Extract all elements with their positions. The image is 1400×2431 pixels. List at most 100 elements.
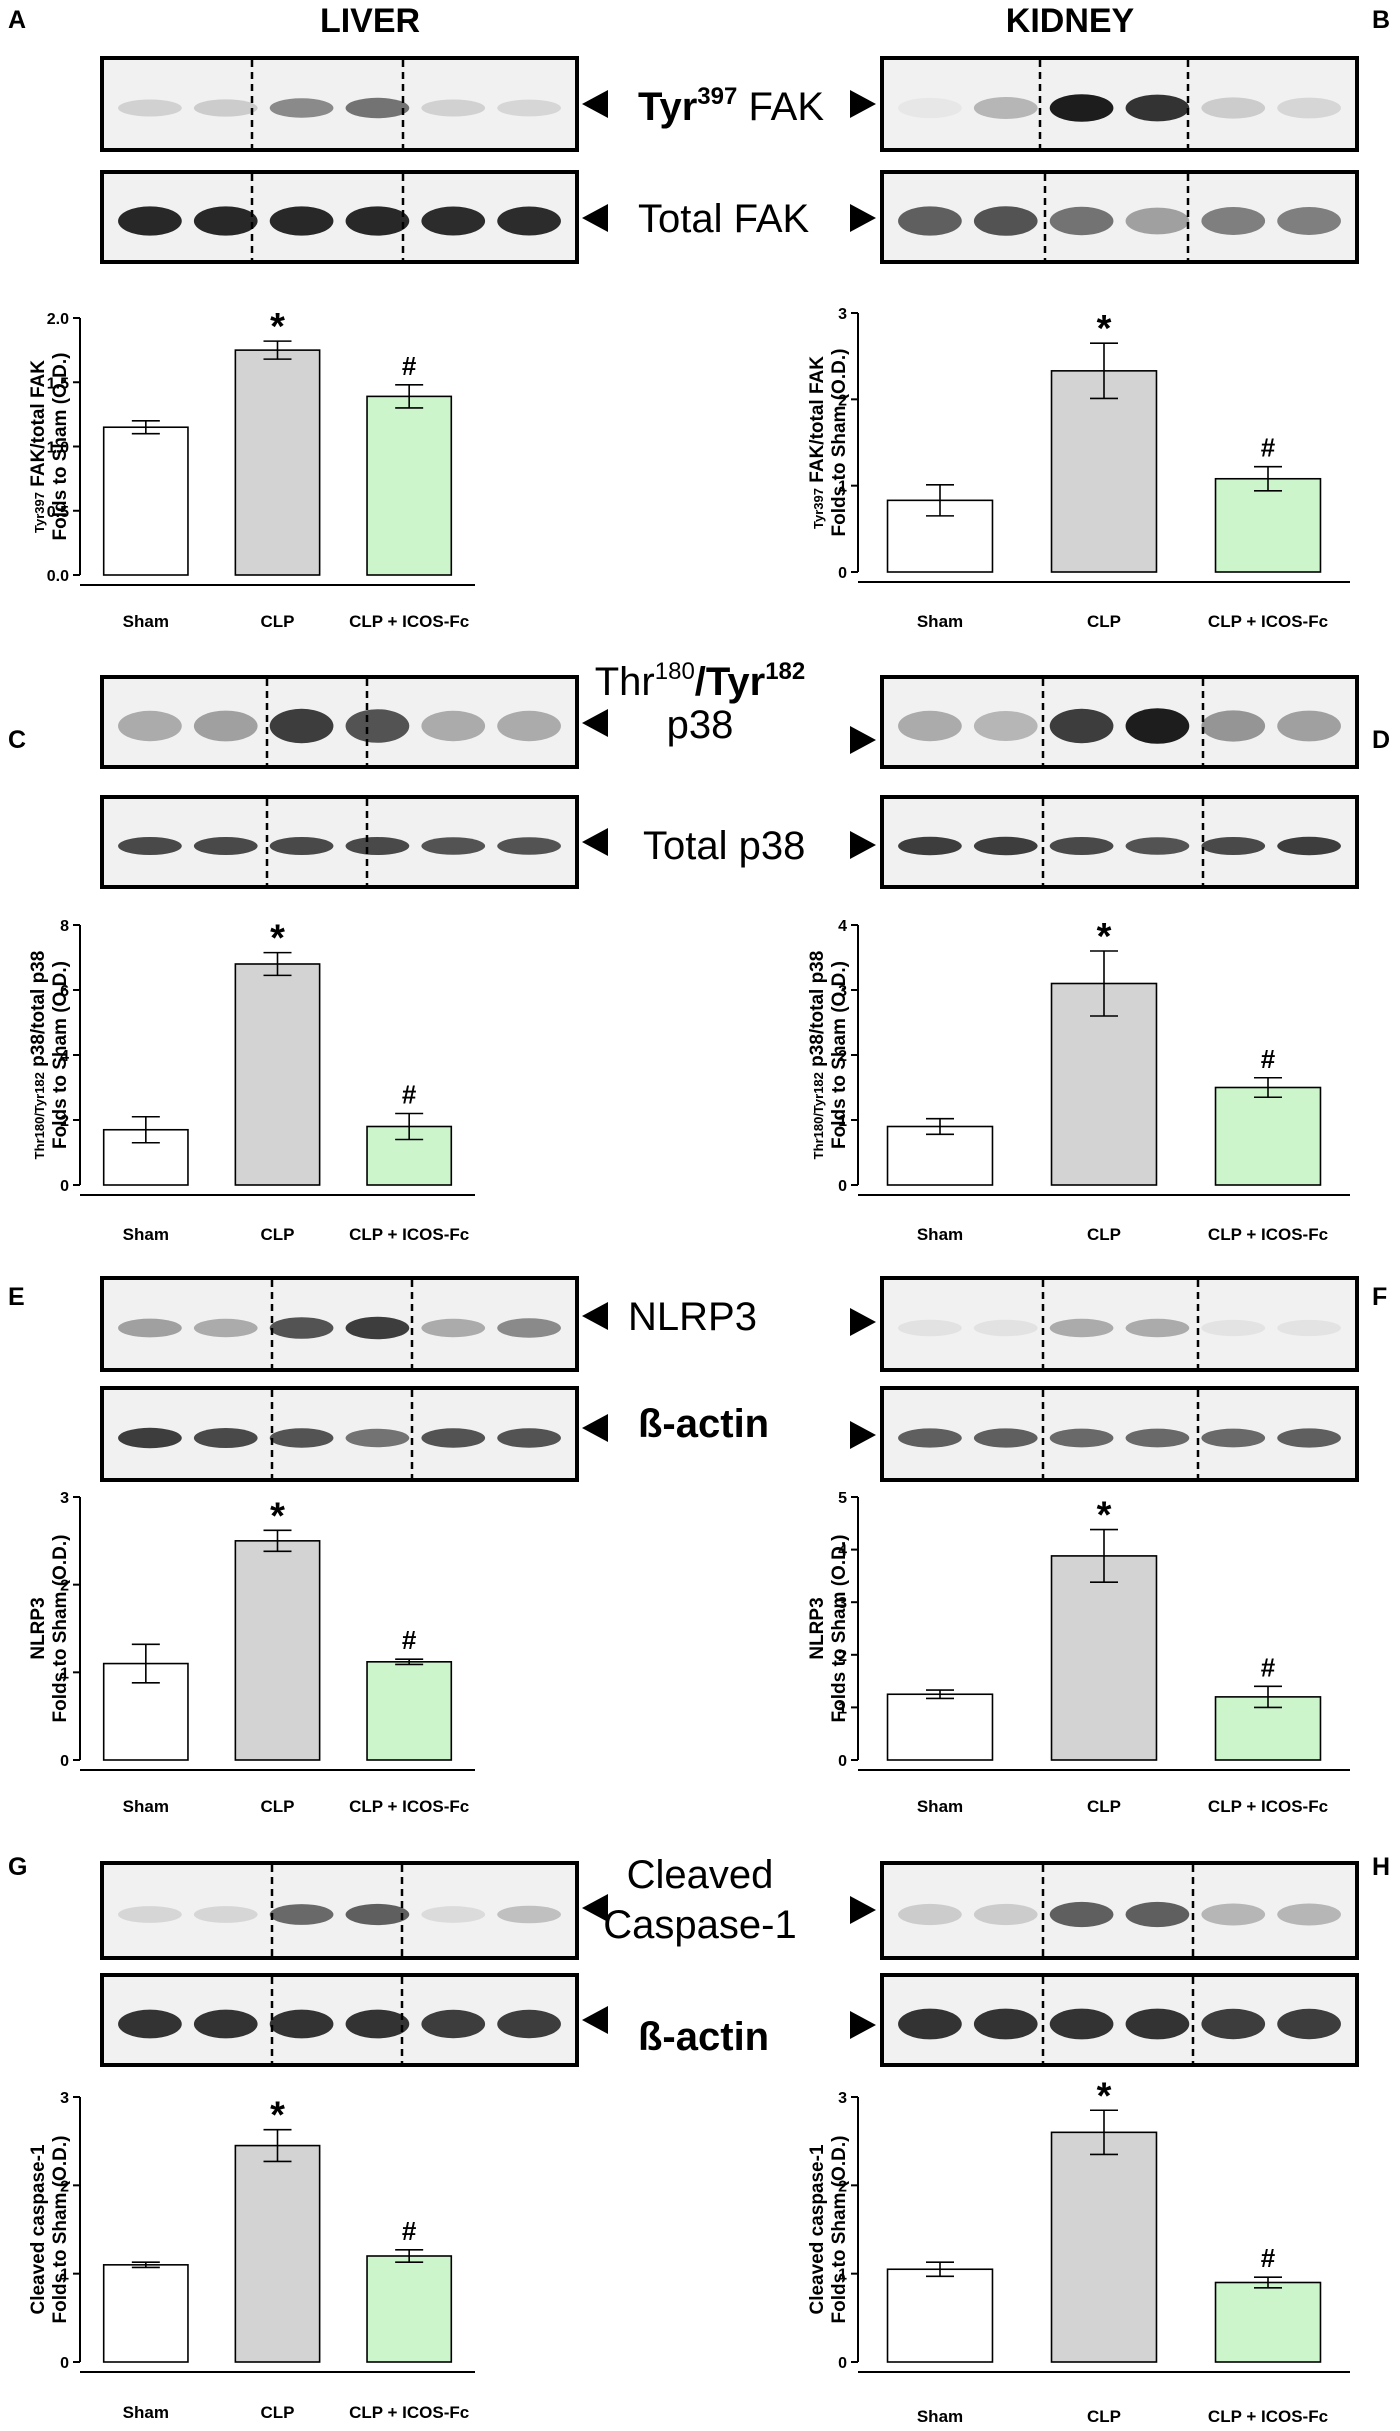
y-tick-label: 6 — [60, 983, 69, 1000]
y-tick-label: 4 — [60, 1048, 69, 1065]
error-bar — [1090, 342, 1118, 400]
blot-band — [973, 2008, 1038, 2040]
blot-band — [345, 1316, 410, 1340]
blot-band — [193, 1906, 258, 1923]
blot-label-total-fak: Total FAK — [638, 197, 810, 241]
significance-hash: # — [402, 1080, 417, 1110]
y-axis-label-line2: Folds to Sham (O.D.) — [50, 1535, 71, 1723]
chart-panel-c: 0 2 4 6 8 Sham * CLP # CLP + ICOS-Fc Thr180/Tyr182… — [28, 918, 475, 1244]
blot-band — [898, 2008, 962, 2040]
y-tick-label: 2 — [60, 1578, 69, 1595]
blot-band — [497, 1318, 561, 1338]
blot-label-nlrp3: NLRP3 — [628, 1295, 757, 1339]
bar-sham — [886, 2268, 994, 2363]
blot-band — [118, 837, 182, 855]
blot-band — [345, 837, 410, 855]
y-tick-label: 2 — [838, 1048, 847, 1065]
category-label: CLP — [1087, 1225, 1121, 1244]
y-tick-label: 3 — [60, 2090, 69, 2107]
blot-band — [1049, 708, 1114, 744]
header-kidney: KIDNEY — [1006, 2, 1135, 40]
category-label: CLP + ICOS-Fc — [1208, 2407, 1328, 2426]
blot-band — [497, 206, 561, 236]
y-axis-label-line1: Tyr397 FAK/total FAK — [807, 356, 828, 529]
blot-band — [1277, 97, 1341, 119]
y-tick-label: 0 — [838, 1178, 847, 1195]
blot-band — [1201, 1319, 1266, 1337]
y-tick-label: 4 — [838, 918, 847, 935]
y-tick-label: 4 — [838, 1543, 847, 1560]
y-axis-label-line2: Folds to Sham (O.D.) — [829, 961, 850, 1149]
blot-band — [1049, 1428, 1114, 1448]
bar-clp — [234, 349, 321, 576]
y-tick-label: 3 — [838, 306, 847, 323]
bar-clp — [234, 2144, 321, 2363]
category-label: Sham — [917, 2407, 963, 2426]
y-axis-label-line1: Cleaved caspase-1 — [807, 2144, 828, 2314]
y-tick-label: 1.5 — [47, 375, 69, 392]
blot-band — [118, 1906, 182, 1923]
category-label: CLP + ICOS-Fc — [349, 1225, 469, 1244]
error-bar — [1090, 1528, 1118, 1584]
y-tick-label: 1 — [838, 2267, 847, 2284]
blot-band — [898, 1903, 962, 1926]
blot-band — [421, 99, 486, 117]
error-bar — [131, 2261, 160, 2269]
significance-hash: # — [402, 2216, 417, 2246]
blot-band — [497, 2009, 561, 2039]
y-tick-label: 3 — [838, 1595, 847, 1612]
y-tick-label: 1 — [60, 2267, 69, 2284]
blot-band — [1201, 1428, 1266, 1448]
category-label: Sham — [917, 1797, 963, 1816]
blot-label-caspase-1: Caspase-1 — [603, 1903, 796, 1947]
blot-band — [1049, 94, 1114, 122]
category-label: CLP + ICOS-Fc — [349, 1797, 469, 1816]
blot-band — [1125, 207, 1190, 235]
blot-band — [193, 2009, 258, 2039]
blot-band — [193, 1318, 258, 1338]
blot-band — [1125, 1428, 1190, 1448]
category-label: CLP — [261, 2403, 295, 2422]
blot-band — [898, 97, 962, 119]
bar-clp-icos-fc — [1214, 1086, 1322, 1186]
y-tick-label: 0 — [838, 1753, 847, 1770]
blot-band — [973, 1903, 1038, 1926]
blot-band — [497, 1905, 561, 1924]
y-tick-label: 3 — [838, 2090, 847, 2107]
blot-f2 — [880, 1386, 1359, 1482]
blot-band — [1277, 207, 1341, 235]
y-tick-label: 1 — [838, 479, 847, 496]
blot-band — [898, 206, 962, 236]
error-bar — [926, 484, 954, 517]
arrow-right-icon — [850, 1421, 876, 1449]
y-tick-label: 2 — [838, 1648, 847, 1665]
header-liver: LIVER — [320, 2, 420, 40]
error-bar — [1254, 1076, 1282, 1099]
arrow-right-icon — [850, 831, 876, 859]
blot-band — [1125, 94, 1190, 122]
bar-clp-icos-fc — [1214, 1696, 1322, 1761]
significance-star: * — [270, 2095, 285, 2137]
arrow-right-icon — [850, 1308, 876, 1336]
blot-band — [193, 206, 258, 236]
western-blots — [100, 56, 1359, 2067]
blot-label-thr180-tyr182: Thr180/Tyr182 — [595, 658, 806, 704]
panel-letter-d: D — [1372, 726, 1390, 754]
blot-band — [1277, 1903, 1341, 1926]
category-label: CLP + ICOS-Fc — [1208, 1225, 1328, 1244]
category-label: CLP + ICOS-Fc — [1208, 612, 1328, 631]
panel-letter-b: B — [1372, 6, 1390, 34]
error-bar — [263, 2128, 292, 2163]
significance-hash: # — [1261, 1044, 1276, 1074]
y-tick-label: 2 — [60, 2178, 69, 2195]
blot-band — [193, 710, 258, 742]
blot-band — [973, 206, 1038, 236]
error-bar — [395, 2249, 424, 2263]
blot-band — [345, 1428, 410, 1448]
blot-band — [1049, 837, 1114, 855]
y-axis-label-line2: Folds to Sham (O.D.) — [829, 349, 850, 537]
error-bar — [263, 951, 292, 977]
blot-band — [497, 1428, 561, 1448]
significance-hash: # — [402, 1625, 417, 1655]
blot-band — [973, 97, 1038, 119]
